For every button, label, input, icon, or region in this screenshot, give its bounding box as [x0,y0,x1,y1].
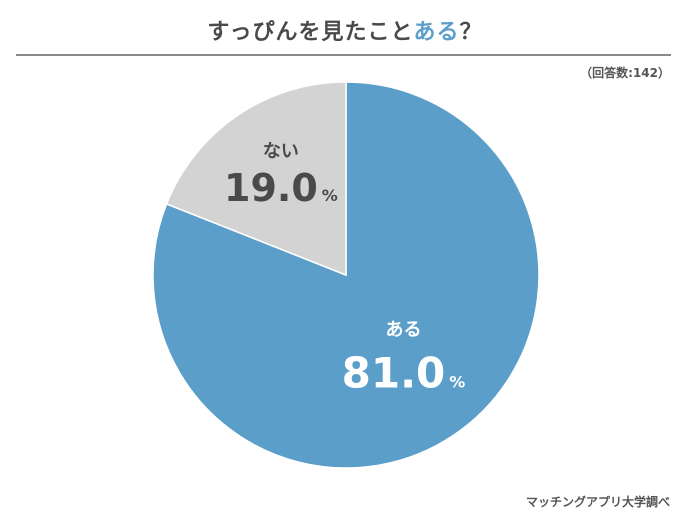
title-end: ？ [459,20,483,45]
title-accent: ある [413,20,460,45]
slice-value-unit-0: % [449,373,465,392]
pie-slices [152,81,540,469]
slice-label-1: ない [263,141,299,162]
slice-value-number-1: 19.0 [224,166,318,210]
slice-value-1: 19.0% [224,166,338,210]
chart-title: すっぴんを見たことある？ [0,14,690,46]
slice-value-unit-1: % [322,186,338,205]
respondent-count: （回答数:142） [580,66,670,80]
title-main: すっぴんを見たこと [207,20,414,45]
slice-value-number-0: 81.0 [342,349,446,398]
pie-slice-1 [165,81,347,277]
slice-value-0: 81.0% [342,349,466,398]
title-divider [16,54,671,56]
pie-labels: ある 81.0 % ない 19.0% [224,141,465,397]
source-note: マッチングアプリ大学調べ [525,495,670,509]
slice-label-0: ある [386,320,422,341]
